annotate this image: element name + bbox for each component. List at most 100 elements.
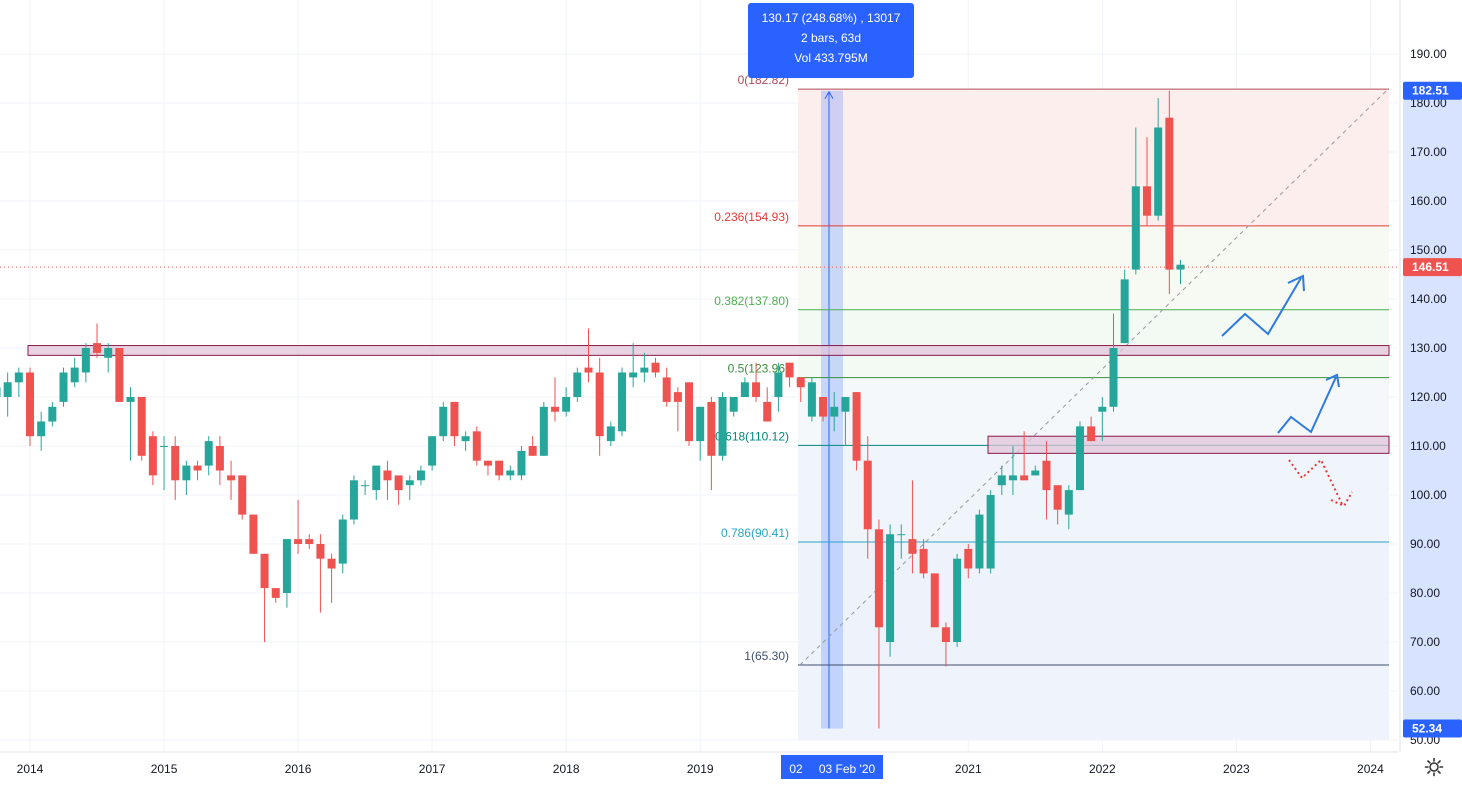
candle	[696, 407, 704, 461]
candle-body	[719, 397, 727, 456]
candle-body	[920, 549, 928, 574]
candle-body	[517, 451, 525, 476]
measurement-change: 130.17 (248.68%) , 13017	[748, 8, 914, 28]
candle	[462, 431, 470, 451]
candle-body	[786, 363, 794, 378]
high-price-badge: 182.51	[1412, 84, 1449, 98]
candle-body	[730, 397, 738, 412]
price-tick-label: 130.00	[1410, 341, 1447, 355]
candle	[808, 377, 816, 421]
candle	[495, 461, 503, 481]
candle-body	[975, 515, 983, 569]
time-tick-label: 2018	[553, 762, 580, 776]
candle-body	[1132, 186, 1140, 269]
candle	[305, 534, 313, 549]
candle	[194, 461, 202, 481]
candle	[674, 387, 682, 431]
candle-body	[1020, 475, 1028, 480]
candle-body	[428, 436, 436, 465]
candle-body	[808, 382, 816, 416]
candle	[82, 343, 90, 382]
candle-body	[283, 539, 291, 593]
price-tick-label: 160.00	[1410, 194, 1447, 208]
candle-body	[1165, 118, 1173, 270]
candle-body	[4, 382, 12, 397]
candle	[953, 554, 961, 647]
candle-body	[506, 471, 514, 476]
candle-body	[1154, 128, 1162, 216]
candle-body	[305, 539, 313, 544]
candle-body	[819, 397, 827, 417]
candle-body	[875, 529, 883, 627]
candle	[428, 436, 436, 470]
candle	[37, 412, 45, 451]
price-axis-range	[1403, 91, 1462, 729]
candle	[763, 387, 771, 421]
fib-label: 0.382(137.80)	[714, 294, 789, 308]
candle-body	[350, 480, 358, 519]
candle-body	[406, 480, 414, 485]
candle	[361, 480, 369, 495]
candle-body	[987, 495, 995, 569]
candle	[975, 510, 983, 574]
candle-body	[48, 407, 56, 422]
candle-body	[1087, 426, 1095, 441]
candle-body	[1009, 475, 1017, 480]
candle	[205, 436, 213, 475]
price-tick-label: 190.00	[1410, 47, 1447, 61]
price-tick-label: 150.00	[1410, 243, 1447, 257]
candle-body	[596, 373, 604, 437]
candle	[529, 436, 537, 456]
price-tick-label: 170.00	[1410, 145, 1447, 159]
date-badge-start: 02	[789, 762, 803, 776]
candle	[685, 382, 693, 446]
candle	[71, 358, 79, 387]
candle	[316, 534, 324, 612]
candle	[160, 436, 168, 490]
candle	[484, 461, 492, 476]
candle-body	[372, 466, 380, 491]
candle	[417, 466, 425, 486]
candle	[551, 377, 559, 421]
time-tick-label: 2016	[285, 762, 312, 776]
candle-body	[115, 348, 123, 402]
candle-body	[272, 588, 280, 598]
candle-body	[763, 402, 771, 422]
candle-body	[294, 539, 302, 544]
candle	[886, 524, 894, 656]
candle-body	[328, 559, 336, 569]
candle-body	[450, 402, 458, 436]
fib-label: 0.236(154.93)	[714, 210, 789, 224]
candle	[294, 500, 302, 554]
candle-body	[551, 407, 559, 412]
candle-body	[26, 373, 34, 437]
candle	[473, 426, 481, 465]
time-tick-label: 2023	[1223, 762, 1250, 776]
candle-body	[15, 373, 23, 383]
candle-body	[1076, 426, 1084, 490]
candle	[741, 377, 749, 397]
candle	[127, 387, 135, 461]
date-badge-end: 03 Feb '20	[819, 762, 876, 776]
candle-body	[562, 397, 570, 412]
candle-body	[216, 446, 224, 471]
candle	[506, 466, 514, 481]
candle-body	[182, 466, 190, 481]
measurement-bars: 2 bars, 63d	[748, 28, 914, 48]
candle-body	[138, 397, 146, 456]
candle	[573, 368, 581, 402]
candle	[931, 573, 939, 627]
candle-body	[194, 466, 202, 471]
candle	[652, 358, 660, 378]
gear-icon[interactable]	[1424, 757, 1444, 777]
candle-body	[540, 407, 548, 456]
candle	[1076, 422, 1084, 491]
candle-body	[249, 515, 257, 554]
price-tick-label: 120.00	[1410, 390, 1447, 404]
candle	[182, 461, 190, 495]
time-tick-label: 2022	[1089, 762, 1116, 776]
candle-body	[127, 397, 135, 402]
